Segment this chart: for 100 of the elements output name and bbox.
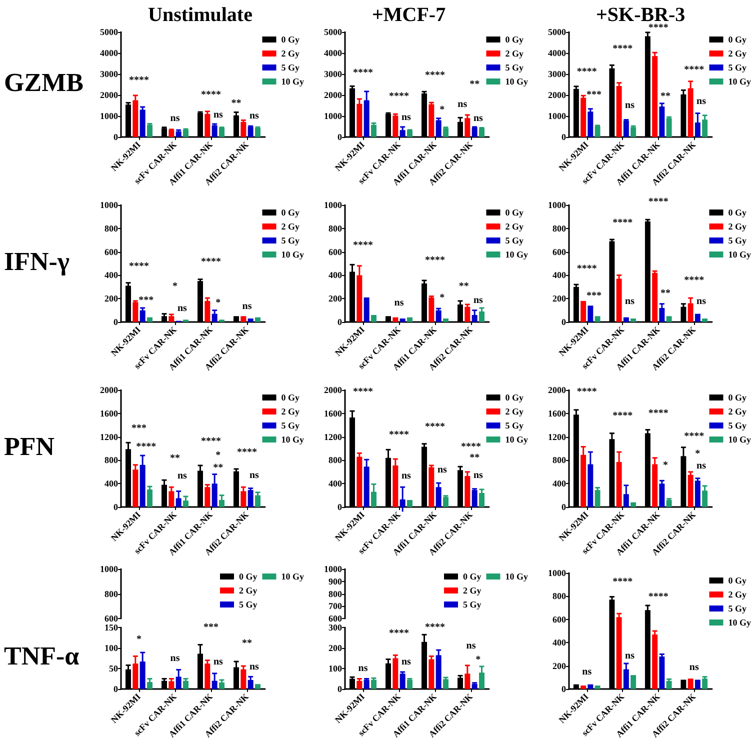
bar (370, 314, 376, 322)
legend-label: 10 Gy (281, 76, 304, 86)
y-axis-title: IFN-γ (4, 247, 70, 276)
bar (594, 686, 600, 689)
annotation: *** (138, 294, 154, 306)
annotation: ns (394, 297, 404, 308)
y-tick-label: 5000 (324, 27, 342, 37)
annotation: **** (353, 240, 373, 251)
legend-label: 5 Gy (728, 62, 747, 72)
annotation: ns (213, 656, 223, 668)
bar (688, 474, 694, 507)
bar (428, 104, 434, 137)
bar (472, 128, 478, 137)
annotation: **** (129, 261, 149, 272)
y-tick-label: 400 (552, 638, 566, 648)
bar (248, 126, 254, 137)
annotation: **** (648, 591, 668, 602)
bar (659, 484, 665, 507)
annotation: ns (625, 296, 635, 308)
y-axis-title: TNF-α (4, 642, 80, 670)
y-tick-label: 1000 (100, 564, 118, 574)
annotation: ns (213, 110, 223, 121)
bar (182, 130, 188, 137)
legend-label: 5 Gy (728, 420, 747, 430)
bar (240, 122, 246, 137)
annotation: **** (612, 218, 633, 229)
bar (406, 680, 412, 689)
legend-label: 0 Gy (505, 392, 524, 402)
bar (146, 317, 152, 322)
annotation: **** (353, 386, 373, 398)
bar (428, 467, 434, 507)
bar (688, 303, 694, 322)
y-tick-label: 200 (552, 294, 566, 304)
y-tick-label: 0 (338, 132, 342, 142)
annotation: **** (201, 256, 221, 268)
y-tick-label: 1000 (324, 564, 342, 574)
bar (659, 106, 665, 137)
y-tick-label: 5000 (100, 27, 118, 37)
y-tick-label: 800 (328, 588, 342, 599)
y-tick-label: 800 (328, 223, 342, 234)
y-tick-label: 800 (104, 588, 118, 599)
y-tick-label: 0 (338, 502, 342, 512)
bar (254, 317, 260, 322)
annotation: * (216, 450, 221, 462)
legend-label: 2 Gy (728, 48, 747, 58)
bar (442, 128, 448, 137)
bar (132, 302, 138, 322)
annotation: ** (231, 98, 242, 110)
y-tick-label: 1600 (100, 408, 118, 418)
annotation: ns (696, 296, 706, 308)
legend-label: 2 Gy (281, 406, 300, 416)
legend-label: 5 Gy (281, 420, 300, 430)
bar (356, 456, 362, 507)
annotation: *** (132, 423, 146, 434)
annotation: ns (458, 99, 468, 110)
bar (623, 317, 629, 322)
legend-label: 0 Gy (505, 34, 524, 44)
y-tick-label: 0 (562, 132, 566, 142)
bar (652, 634, 658, 689)
bar (580, 98, 586, 137)
bar (666, 316, 672, 322)
annotation: **** (648, 408, 668, 419)
annotation: ns (401, 470, 411, 482)
legend-label: 5 Gy (463, 600, 482, 610)
bar (204, 487, 210, 507)
bar (464, 118, 470, 137)
y-tick-label: 800 (552, 455, 566, 466)
y-tick-label: 0 (338, 684, 342, 694)
annotation: **** (684, 430, 704, 442)
bar (478, 311, 484, 322)
annotation: ns (401, 656, 411, 668)
bar (428, 659, 434, 689)
annotation: ** (170, 453, 180, 464)
bar (616, 86, 622, 137)
y-tick-label: 1000 (100, 111, 118, 121)
y-tick-label: 3000 (100, 69, 118, 79)
bar (702, 318, 708, 322)
annotation: ns (582, 666, 592, 678)
annotation: ** (660, 288, 670, 299)
y-tick-label: 100 (328, 664, 342, 674)
bar (436, 120, 442, 137)
legend-label: 0 Gy (281, 392, 300, 402)
bar (168, 681, 174, 689)
annotation: **** (425, 622, 445, 633)
y-tick-label: 4000 (100, 48, 118, 58)
bar (254, 128, 260, 137)
bar (132, 100, 138, 137)
y-tick-label: 1000 (100, 200, 118, 210)
legend-label: 10 Gy (281, 250, 304, 260)
legend-label: 2 Gy (505, 48, 524, 58)
annotation: **** (612, 410, 633, 422)
bar (406, 130, 412, 137)
legend-label: 2 Gy (505, 222, 524, 232)
y-tick-label: 400 (104, 478, 118, 489)
annotation: **** (612, 44, 633, 54)
bar (694, 314, 700, 322)
y-axis-title: PFN (4, 432, 55, 461)
y-tick-label: 400 (328, 270, 342, 280)
y-tick-label: 2000 (324, 385, 342, 395)
bar (594, 316, 600, 322)
